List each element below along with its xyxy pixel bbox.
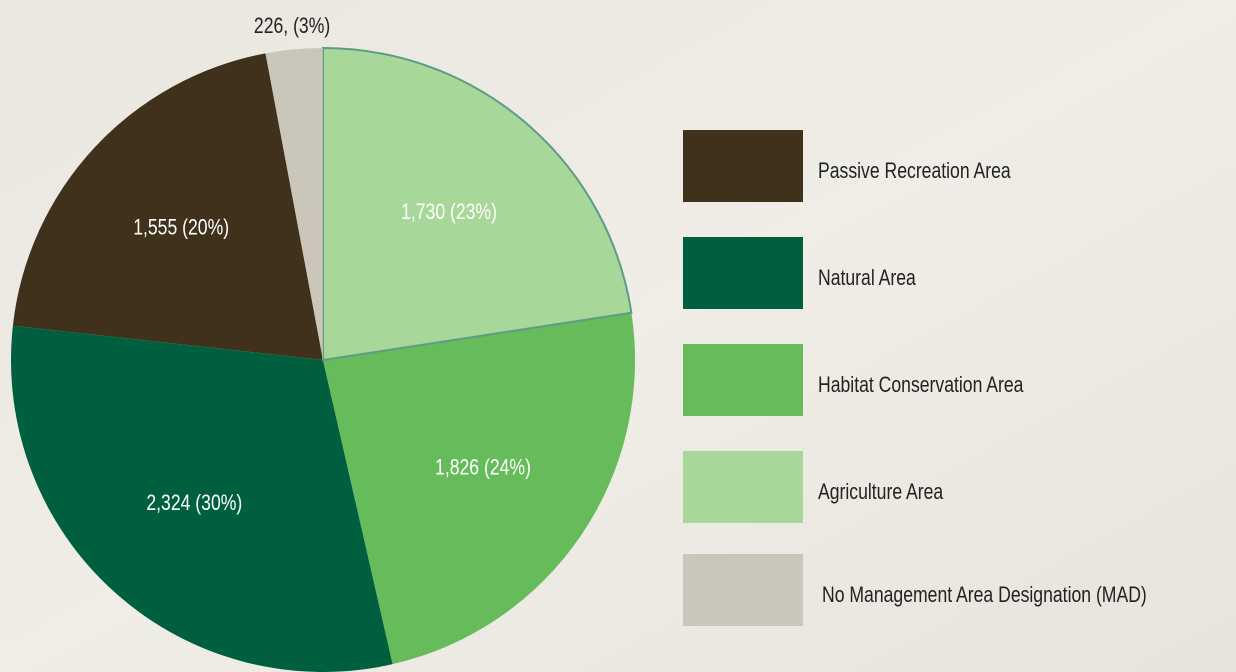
slice — [322, 46, 633, 362]
legend-swatch — [683, 554, 803, 626]
slice — [11, 325, 393, 672]
legend-swatch — [683, 451, 803, 523]
legend-swatch — [683, 130, 803, 202]
slice — [323, 312, 635, 665]
legend-label: Natural Area — [818, 265, 916, 290]
data-label: 1,555 (20%) — [133, 214, 229, 239]
legend-label: Passive Recreation Area — [818, 158, 1011, 183]
data-label: 2,324 (30%) — [146, 490, 242, 515]
data-label: 226, (3%) — [254, 13, 330, 38]
data-label: 1,826 (24%) — [435, 455, 531, 480]
legend-label: Habitat Conservation Area — [818, 372, 1024, 397]
legend-label: No Management Area Designation (MAD) — [822, 582, 1147, 607]
data-label: 1,730 (23%) — [401, 199, 497, 224]
pie: 1,555 (20%) 2,324 (30%) 1,826 (24%) 1,730 (… — [11, 13, 635, 672]
legend-swatch — [683, 237, 803, 309]
slice — [265, 48, 323, 360]
slice — [12, 53, 323, 361]
legend-swatch — [683, 344, 803, 416]
legend: Passive Recreation Area Natural Area Habit… — [683, 130, 1147, 626]
legend-label: Agriculture Area — [818, 479, 944, 504]
